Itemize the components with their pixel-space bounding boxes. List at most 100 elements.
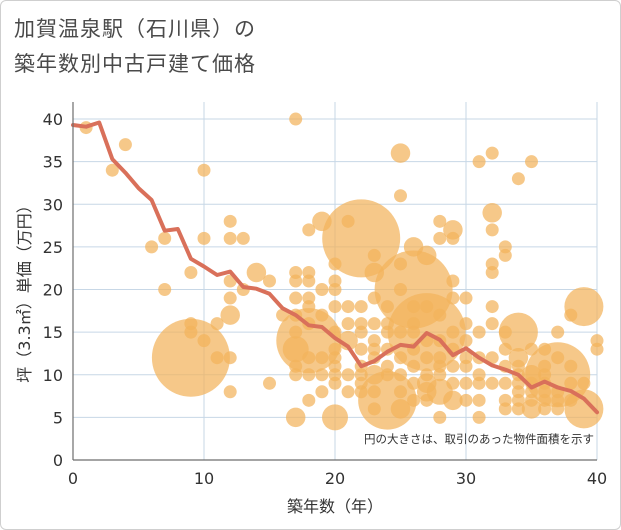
bubble-point [394, 283, 407, 297]
bubble-point [184, 325, 198, 339]
bubble-point [158, 283, 172, 297]
bubble-point [367, 291, 381, 305]
bubble-point [511, 172, 525, 186]
bubble-point [315, 283, 329, 297]
bubble-point [420, 351, 434, 365]
bubble-point [315, 385, 329, 399]
average-line-series [71, 120, 599, 415]
bubble-point [223, 291, 237, 305]
bubble-point [498, 312, 538, 352]
bubble-point [472, 393, 486, 407]
chart-title-line-2: 築年数別中古戸建て価格 [14, 52, 256, 76]
bubble-point [354, 385, 368, 399]
bubble-point [151, 318, 230, 397]
bubble-point [446, 231, 460, 245]
bubble-point [482, 203, 502, 223]
bubble-point [285, 407, 306, 428]
bubble-point [459, 393, 473, 407]
bubble-point [289, 274, 303, 288]
bubble-point [538, 402, 552, 416]
bubble-point [433, 410, 447, 424]
bubble-point [328, 257, 342, 271]
bubble-point [551, 402, 565, 416]
bubble-point [380, 368, 394, 382]
bubble-point [328, 300, 342, 314]
bubble-point [538, 342, 552, 356]
bubble-point [118, 138, 132, 152]
bubble-point [315, 368, 329, 382]
bubble-point [367, 248, 381, 262]
bubble-size-note: 円の大きさは、取引のあった物件面積を示す [364, 432, 594, 446]
bubble-point [197, 231, 211, 245]
bubble-point [394, 368, 407, 382]
bubble-point [394, 351, 407, 365]
bubble-point [289, 291, 303, 305]
bubble-point [433, 231, 447, 245]
bubble-point [312, 211, 332, 232]
bubble-point [289, 368, 303, 382]
bubble-series [79, 112, 604, 431]
bubble-point [302, 300, 316, 314]
bubble-point [525, 155, 538, 169]
bubble-point [407, 376, 421, 390]
y-tick-label: 15 [43, 323, 63, 342]
bubble-point [289, 325, 303, 339]
bubble-point [158, 231, 172, 245]
average-line [71, 120, 599, 415]
bubble-point [210, 351, 224, 365]
bubble-point [354, 342, 368, 356]
bubble-point [341, 385, 355, 399]
bubble-point [105, 163, 119, 177]
y-tick-label: 5 [53, 408, 63, 427]
bubble-point [394, 257, 407, 271]
bubble-point [551, 325, 565, 339]
bubble-point [390, 143, 411, 163]
x-tick-label: 10 [194, 469, 214, 488]
bubble-point [302, 351, 316, 365]
bubble-point [394, 189, 407, 203]
bubble-point [433, 308, 447, 322]
bubble-point [367, 317, 381, 331]
bubble-point [407, 325, 421, 339]
bubble-point [485, 317, 499, 331]
bubble-point [236, 231, 250, 245]
bubble-point [485, 146, 499, 160]
bubble-point [446, 325, 460, 339]
y-tick-labels: 0 5 10 15 20 25 30 35 40 [43, 110, 63, 470]
bubble-point [564, 376, 578, 390]
bubble-point [407, 300, 421, 314]
y-tick-label: 20 [43, 281, 63, 300]
x-tick-label: 20 [325, 469, 345, 488]
bubble-point [564, 359, 578, 373]
bubble-point [485, 223, 499, 237]
x-axis-label: 築年数（年） [287, 497, 383, 516]
bubble-point [394, 385, 407, 399]
bubble-point [446, 359, 460, 373]
bubble-point [322, 199, 401, 278]
bubble-point [498, 342, 512, 356]
y-tick-label: 40 [43, 110, 63, 129]
bubble-point [472, 376, 486, 390]
bubble-point [485, 351, 499, 365]
bubble-point [420, 368, 434, 382]
bubble-point [210, 317, 224, 331]
bubble-point [564, 308, 578, 322]
bubble-point [341, 368, 355, 382]
bubble-point [263, 376, 276, 390]
chart-title: 加賀温泉駅（石川県）の 築年数別中古戸建て価格 [14, 12, 256, 82]
bubble-point [341, 317, 355, 331]
bubble-point [380, 325, 394, 339]
bubble-point [577, 376, 591, 390]
bubble-point [354, 300, 368, 314]
bubble-point [322, 404, 348, 431]
bubble-point [367, 402, 381, 416]
bubble-point [525, 342, 538, 356]
bubble-point [459, 317, 473, 331]
y-tick-label: 30 [43, 195, 63, 214]
bubble-point [289, 112, 303, 126]
bubble-point [315, 351, 329, 365]
bubble-point [197, 334, 211, 348]
x-tick-label: 0 [68, 469, 78, 488]
bubble-point [420, 300, 434, 314]
chart-title-line-1: 加賀温泉駅（石川県）の [14, 17, 256, 41]
